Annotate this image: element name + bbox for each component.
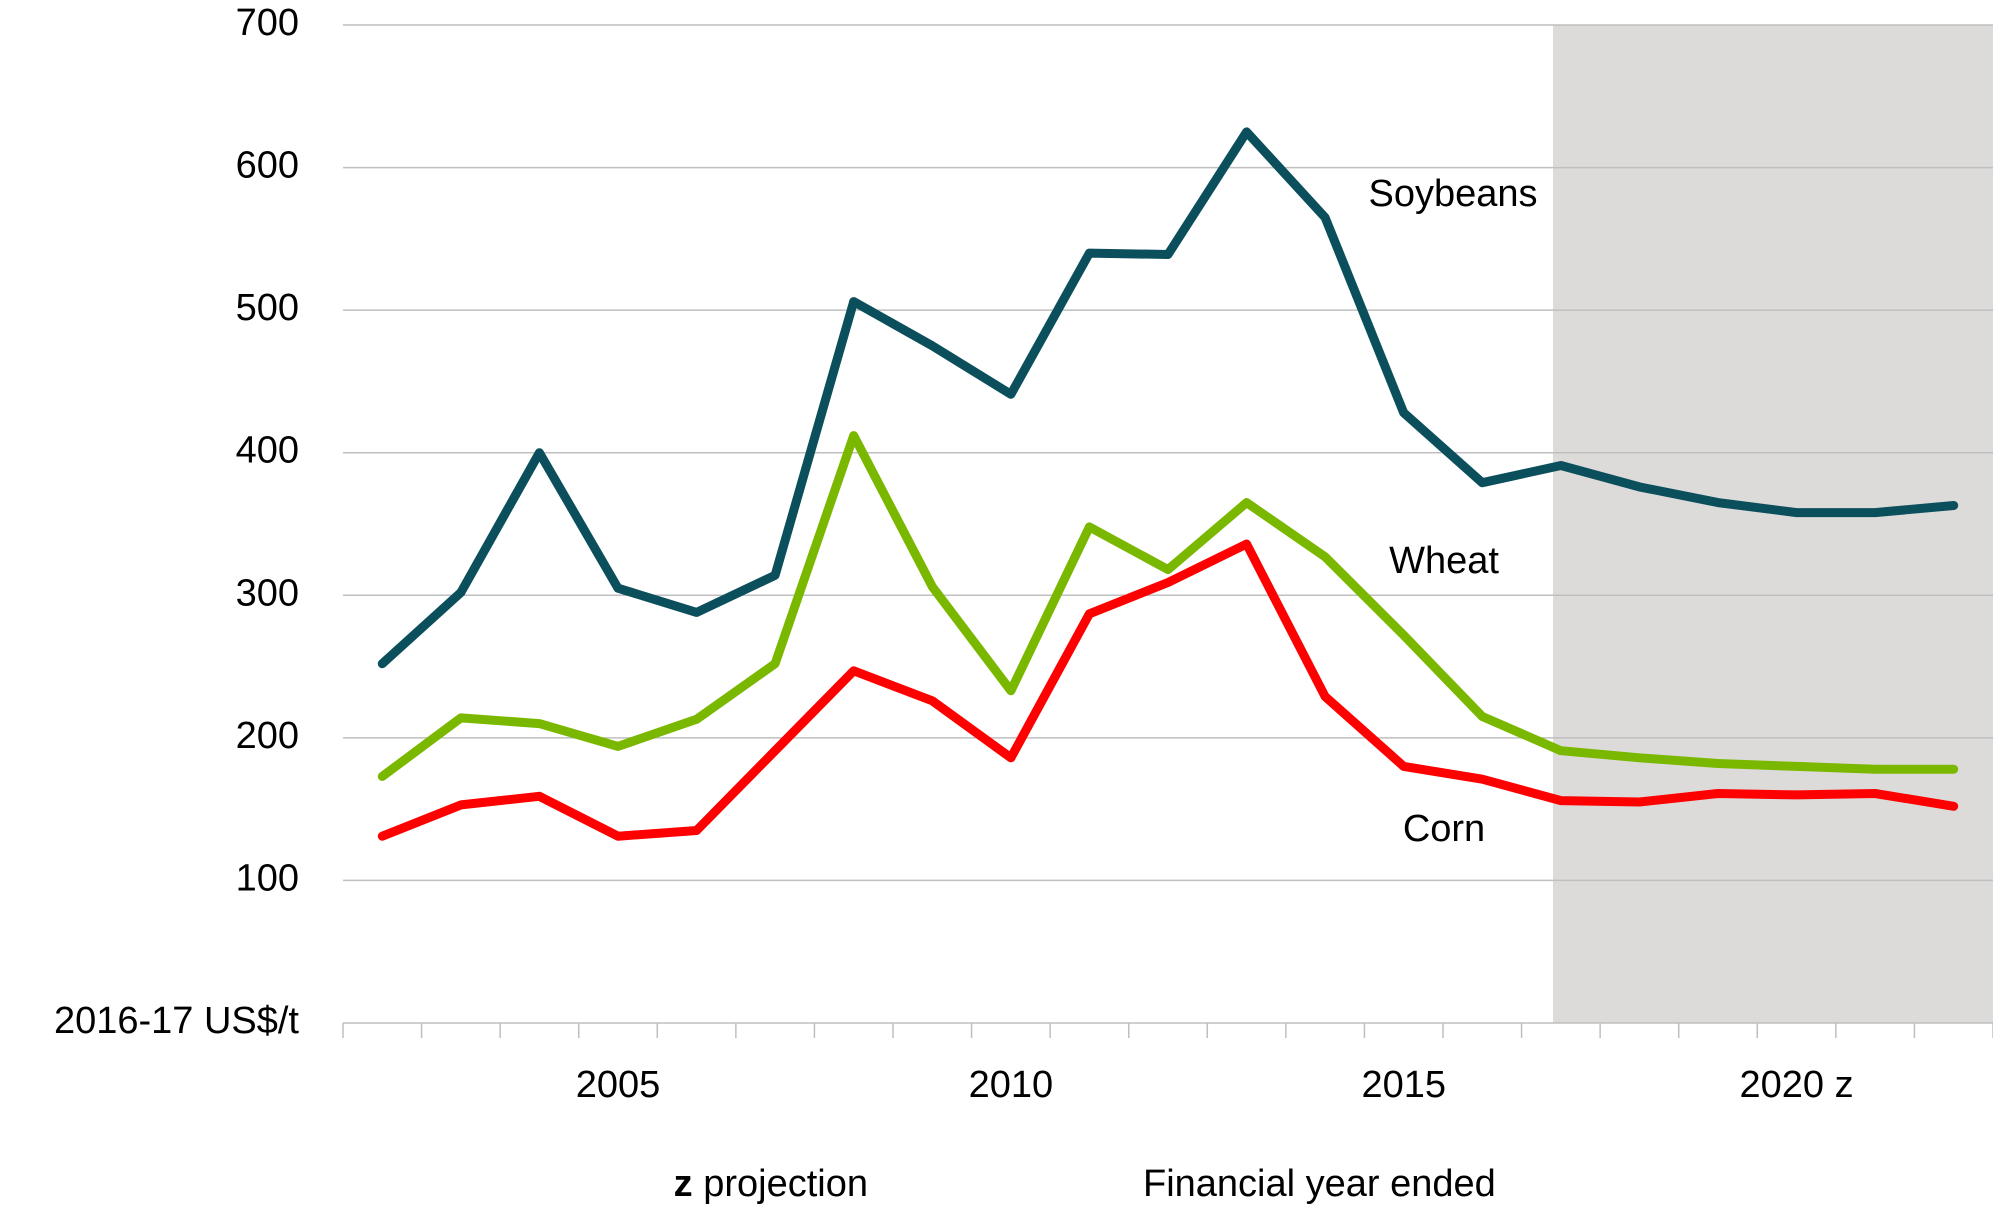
series-line xyxy=(377,431,1959,781)
series-label: Wheat xyxy=(1389,540,1499,582)
series-line xyxy=(377,127,1959,669)
y-tick-label: 500 xyxy=(236,287,299,329)
footnote-text: projection xyxy=(703,1163,868,1205)
y-tick-label: 700 xyxy=(236,2,299,44)
series-line xyxy=(377,539,1959,841)
footnote-symbol: z xyxy=(674,1163,693,1205)
y-tick-label: 200 xyxy=(236,715,299,757)
x-tick-label: 2010 xyxy=(969,1064,1054,1106)
x-tick-label: 2015 xyxy=(1361,1064,1446,1106)
series-label: Corn xyxy=(1403,808,1485,850)
series-label: Soybeans xyxy=(1368,173,1537,215)
x-tick-label: 2005 xyxy=(576,1064,661,1106)
y-tick-label: 600 xyxy=(236,145,299,187)
y-tick-label: 300 xyxy=(236,572,299,614)
y-tick-label: 100 xyxy=(236,857,299,899)
x-tick-label: 2020 z xyxy=(1740,1064,1854,1106)
projection-shading xyxy=(1553,25,1993,1023)
y-axis-label: 2016-17 US$/t xyxy=(54,1000,299,1042)
x-axis-label: Financial year ended xyxy=(1143,1163,1496,1205)
y-tick-label: 400 xyxy=(236,430,299,472)
footnote: z projection xyxy=(674,1163,868,1205)
